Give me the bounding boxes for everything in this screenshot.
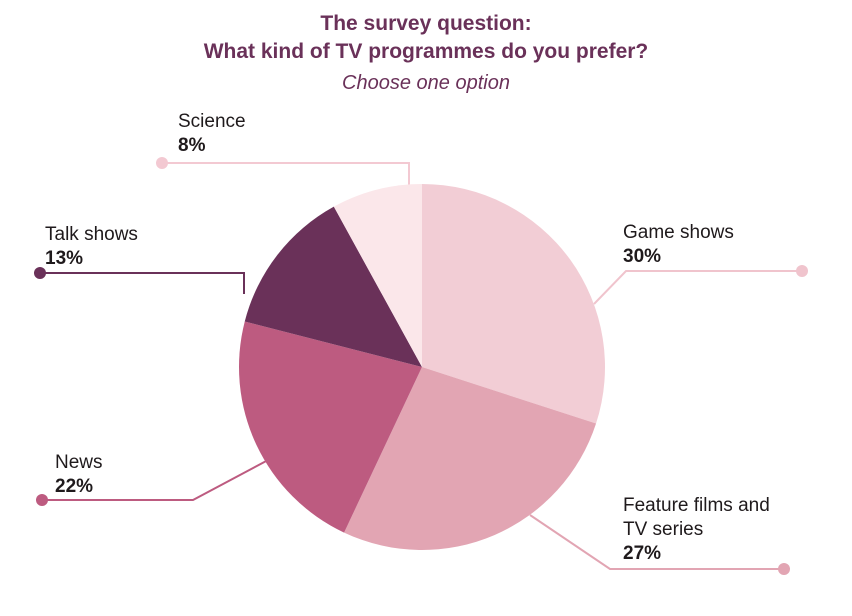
label-game-shows-name: Game shows bbox=[623, 222, 734, 243]
label-talk-shows: Talk shows 13% bbox=[45, 223, 138, 271]
label-game-shows-value: 30% bbox=[623, 246, 662, 267]
pie-slice-news bbox=[239, 321, 422, 533]
label-news: News 22% bbox=[55, 451, 103, 499]
chart-title-line-1: The survey question: bbox=[320, 12, 532, 35]
pie-slices bbox=[239, 184, 605, 550]
label-feature-films-value: 27% bbox=[623, 543, 662, 564]
leader-line-game-shows bbox=[593, 270, 802, 305]
chart-subtitle: Choose one option bbox=[342, 72, 510, 94]
leader-line-feature-films-and-tv-series bbox=[529, 514, 784, 570]
label-science-name: Science bbox=[178, 111, 246, 132]
label-feature-films-name-line2: TV series bbox=[623, 519, 704, 540]
leader-dot-game-shows bbox=[796, 265, 808, 277]
leader-dot-feature-films-and-tv-series bbox=[778, 563, 790, 575]
label-news-name: News bbox=[55, 452, 103, 473]
label-news-value: 22% bbox=[55, 476, 94, 497]
leader-dot-news bbox=[36, 494, 48, 506]
label-science-value: 8% bbox=[178, 135, 206, 156]
pie-slice-game-shows bbox=[422, 184, 605, 424]
label-talk-shows-value: 13% bbox=[45, 248, 84, 269]
pie-slice-feature-films-and-tv-series bbox=[344, 367, 597, 550]
pie-slice-science bbox=[333, 184, 422, 367]
pie-slice-talk-shows bbox=[244, 206, 422, 367]
label-feature-films: Feature films and TV series 27% bbox=[623, 494, 770, 566]
label-talk-shows-name: Talk shows bbox=[45, 224, 138, 245]
leader-dot-science bbox=[156, 157, 168, 169]
leader-line-science bbox=[162, 162, 410, 186]
leader-dot-talk-shows bbox=[34, 267, 46, 279]
leader-line-talk-shows bbox=[40, 272, 245, 294]
chart-title-line-2: What kind of TV programmes do you prefer… bbox=[203, 40, 649, 63]
label-feature-films-name-line1: Feature films and bbox=[623, 495, 770, 516]
leader-lines bbox=[34, 157, 808, 575]
label-science: Science 8% bbox=[178, 110, 246, 158]
leader-line-news bbox=[42, 458, 271, 501]
label-game-shows: Game shows 30% bbox=[623, 221, 734, 269]
